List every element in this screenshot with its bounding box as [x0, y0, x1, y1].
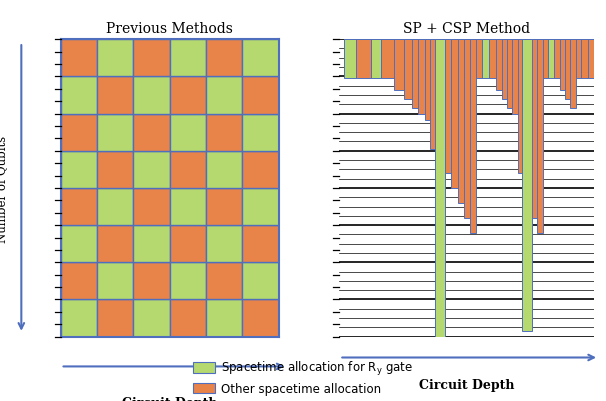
- Text: Circuit Depth: Circuit Depth: [419, 379, 514, 391]
- Bar: [133, 263, 170, 300]
- Bar: [206, 151, 242, 188]
- Bar: [206, 263, 242, 300]
- Bar: [61, 40, 97, 77]
- Bar: [242, 263, 279, 300]
- Bar: [61, 77, 97, 114]
- Bar: [170, 188, 206, 225]
- Bar: [133, 114, 170, 151]
- Bar: [507, 40, 513, 108]
- Bar: [133, 225, 170, 263]
- Title: Previous Methods: Previous Methods: [106, 22, 233, 36]
- Text: Circuit Depth: Circuit Depth: [122, 396, 218, 401]
- Bar: [513, 40, 518, 114]
- Bar: [522, 40, 531, 331]
- Bar: [97, 40, 133, 77]
- Bar: [464, 40, 470, 218]
- Bar: [133, 77, 170, 114]
- Bar: [61, 263, 97, 300]
- Legend: Spacetime allocation for R$_\mathregular{y}$ gate, Other spacetime allocation: Spacetime allocation for R$_\mathregular…: [193, 359, 413, 395]
- Bar: [61, 225, 97, 263]
- Bar: [170, 300, 206, 337]
- Bar: [242, 77, 279, 114]
- Text: Number of Qubits: Number of Qubits: [0, 135, 8, 242]
- Bar: [344, 40, 356, 79]
- Bar: [133, 151, 170, 188]
- Bar: [242, 151, 279, 188]
- Bar: [554, 40, 559, 79]
- Bar: [418, 40, 425, 114]
- Bar: [206, 114, 242, 151]
- Bar: [170, 151, 206, 188]
- Bar: [543, 40, 548, 79]
- Bar: [242, 188, 279, 225]
- Bar: [412, 40, 418, 108]
- Bar: [458, 40, 464, 203]
- Bar: [61, 114, 97, 151]
- Bar: [133, 300, 170, 337]
- Bar: [97, 77, 133, 114]
- Bar: [206, 225, 242, 263]
- Bar: [425, 40, 430, 120]
- Bar: [61, 151, 97, 188]
- Bar: [588, 40, 594, 79]
- Bar: [97, 300, 133, 337]
- Bar: [576, 40, 581, 79]
- Bar: [565, 40, 570, 99]
- Bar: [242, 40, 279, 77]
- Bar: [356, 40, 371, 79]
- Bar: [502, 40, 507, 99]
- Bar: [97, 188, 133, 225]
- Bar: [518, 40, 522, 174]
- Bar: [170, 263, 206, 300]
- Bar: [61, 188, 97, 225]
- Bar: [242, 225, 279, 263]
- Bar: [133, 188, 170, 225]
- Bar: [404, 40, 412, 99]
- Bar: [97, 114, 133, 151]
- Bar: [206, 188, 242, 225]
- Bar: [242, 114, 279, 151]
- Bar: [581, 40, 588, 79]
- Bar: [470, 40, 476, 233]
- Bar: [97, 151, 133, 188]
- Bar: [206, 300, 242, 337]
- Bar: [61, 300, 97, 337]
- Bar: [97, 225, 133, 263]
- Bar: [206, 40, 242, 77]
- Bar: [394, 40, 404, 91]
- Bar: [548, 40, 554, 79]
- Bar: [476, 40, 482, 79]
- Bar: [133, 40, 170, 77]
- Bar: [170, 225, 206, 263]
- Bar: [570, 40, 576, 108]
- Bar: [170, 40, 206, 77]
- Bar: [97, 263, 133, 300]
- Bar: [170, 114, 206, 151]
- Bar: [430, 40, 435, 150]
- Bar: [496, 40, 502, 91]
- Bar: [559, 40, 565, 91]
- Bar: [451, 40, 458, 188]
- Bar: [242, 300, 279, 337]
- Bar: [489, 40, 496, 79]
- Bar: [381, 40, 394, 79]
- Bar: [538, 40, 543, 233]
- Bar: [482, 40, 489, 79]
- Bar: [445, 40, 451, 174]
- Bar: [531, 40, 538, 218]
- Bar: [170, 77, 206, 114]
- Bar: [371, 40, 381, 79]
- Bar: [206, 77, 242, 114]
- Title: SP + CSP Method: SP + CSP Method: [403, 22, 530, 36]
- Bar: [435, 40, 445, 337]
